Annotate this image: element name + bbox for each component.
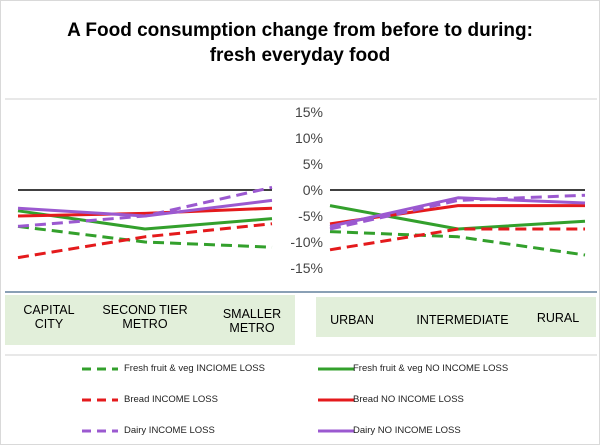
capital-line-1: CAPITAL [23, 303, 75, 317]
series-line-right-2 [329, 227, 585, 252]
legend-label: Bread INCOME LOSS [124, 394, 218, 405]
chart-title-line-2: fresh everyday food [209, 45, 391, 66]
legend-label: Fresh fruit & veg NO INCOME LOSS [353, 363, 509, 374]
chart-title: A Food consumption change from before to… [0, 18, 600, 68]
y-tick-label: -10% [290, 234, 323, 250]
category-label-urban: URBAN [322, 313, 382, 327]
legend-label: Dairy NO INCOME LOSS [353, 425, 461, 436]
y-tick-label: 5% [303, 156, 323, 172]
capital-line-2: CITY [34, 317, 64, 331]
smaller-line-1: SMALLER [222, 307, 282, 321]
series-line-left-2 [17, 222, 273, 260]
urban-label: URBAN [330, 313, 374, 327]
category-label-capital-city: CAPITAL CITY [14, 303, 84, 331]
series-line-right-0 [329, 230, 586, 257]
category-label-second-tier-metro: SECOND TIER METRO [90, 303, 200, 331]
smaller-line-2: METRO [229, 321, 275, 335]
series-line-left-3 [17, 206, 273, 218]
legend-label: Dairy INCOME LOSS [124, 425, 215, 436]
y-tick-label: 0% [303, 182, 323, 198]
series-line-left-0 [17, 224, 273, 249]
category-label-smaller-metro: SMALLER METRO [212, 307, 292, 335]
category-label-rural: RURAL [528, 311, 588, 325]
category-band-right [316, 297, 596, 337]
y-tick-label: 15% [295, 104, 323, 120]
second-line-2: METRO [122, 317, 168, 331]
second-line-1: SECOND TIER [102, 303, 188, 317]
legend-label: Bread NO INCOME LOSS [353, 394, 464, 405]
y-tick-label: -15% [290, 260, 323, 276]
chart-title-line-1: A Food consumption change from before to… [67, 20, 533, 41]
rural-label: RURAL [536, 311, 580, 325]
category-band-left [5, 295, 295, 345]
series-line-left-1 [17, 209, 273, 231]
y-tick-label: -5% [298, 208, 323, 224]
y-tick-label: 10% [295, 130, 323, 146]
series-line-right-5 [329, 196, 586, 228]
intermediate-label: INTERMEDIATE [416, 313, 509, 327]
series-line-left-5 [17, 198, 273, 218]
category-label-intermediate: INTERMEDIATE [400, 313, 525, 327]
series-line-right-4 [329, 193, 586, 231]
legend-label: Fresh fruit & veg INCIOME LOSS [124, 363, 265, 374]
